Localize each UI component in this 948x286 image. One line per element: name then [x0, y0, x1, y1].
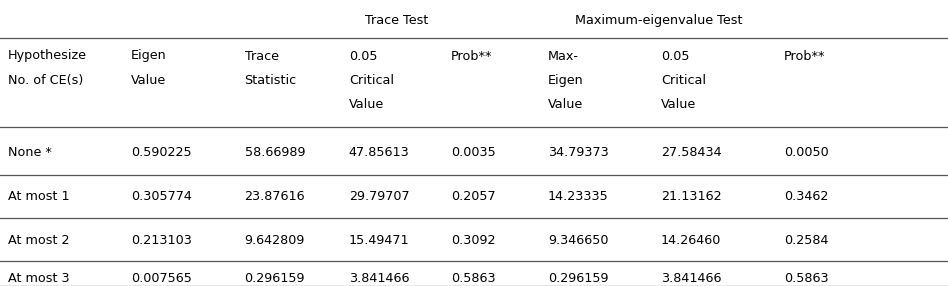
Text: Eigen: Eigen [548, 74, 584, 86]
Text: Prob**: Prob** [784, 49, 826, 63]
Text: Maximum-eigenvalue Test: Maximum-eigenvalue Test [575, 14, 742, 27]
Text: 0.0050: 0.0050 [784, 146, 829, 158]
Text: Hypothesize: Hypothesize [8, 49, 86, 63]
Text: 0.296159: 0.296159 [548, 271, 609, 285]
Text: 3.841466: 3.841466 [661, 271, 721, 285]
Text: 0.3092: 0.3092 [451, 233, 496, 247]
Text: 21.13162: 21.13162 [661, 190, 721, 204]
Text: 0.3462: 0.3462 [784, 190, 829, 204]
Text: 0.5863: 0.5863 [451, 271, 496, 285]
Text: Max-: Max- [548, 49, 579, 63]
Text: 0.5863: 0.5863 [784, 271, 829, 285]
Text: 0.305774: 0.305774 [131, 190, 191, 204]
Text: 29.79707: 29.79707 [349, 190, 410, 204]
Text: No. of CE(s): No. of CE(s) [8, 74, 82, 86]
Text: 9.346650: 9.346650 [548, 233, 609, 247]
Text: Critical: Critical [661, 74, 705, 86]
Text: 0.590225: 0.590225 [131, 146, 191, 158]
Text: 3.841466: 3.841466 [349, 271, 410, 285]
Text: 15.49471: 15.49471 [349, 233, 410, 247]
Text: At most 1: At most 1 [8, 190, 69, 204]
Text: 27.58434: 27.58434 [661, 146, 721, 158]
Text: 0.007565: 0.007565 [131, 271, 191, 285]
Text: Prob**: Prob** [451, 49, 493, 63]
Text: Critical: Critical [349, 74, 393, 86]
Text: At most 2: At most 2 [8, 233, 69, 247]
Text: Value: Value [548, 98, 583, 110]
Text: 9.642809: 9.642809 [245, 233, 305, 247]
Text: 0.296159: 0.296159 [245, 271, 305, 285]
Text: None *: None * [8, 146, 51, 158]
Text: 0.05: 0.05 [349, 49, 377, 63]
Text: 14.23335: 14.23335 [548, 190, 609, 204]
Text: Value: Value [349, 98, 384, 110]
Text: 0.05: 0.05 [661, 49, 689, 63]
Text: Value: Value [661, 98, 696, 110]
Text: 47.85613: 47.85613 [349, 146, 410, 158]
Text: 0.0035: 0.0035 [451, 146, 496, 158]
Text: 0.213103: 0.213103 [131, 233, 191, 247]
Text: 58.66989: 58.66989 [245, 146, 305, 158]
Text: At most 3: At most 3 [8, 271, 69, 285]
Text: Trace: Trace [245, 49, 279, 63]
Text: 0.2057: 0.2057 [451, 190, 496, 204]
Text: 14.26460: 14.26460 [661, 233, 721, 247]
Text: Statistic: Statistic [245, 74, 297, 86]
Text: Eigen: Eigen [131, 49, 167, 63]
Text: 23.87616: 23.87616 [245, 190, 305, 204]
Text: Trace Test: Trace Test [365, 14, 428, 27]
Text: Value: Value [131, 74, 166, 86]
Text: 34.79373: 34.79373 [548, 146, 609, 158]
Text: 0.2584: 0.2584 [784, 233, 829, 247]
